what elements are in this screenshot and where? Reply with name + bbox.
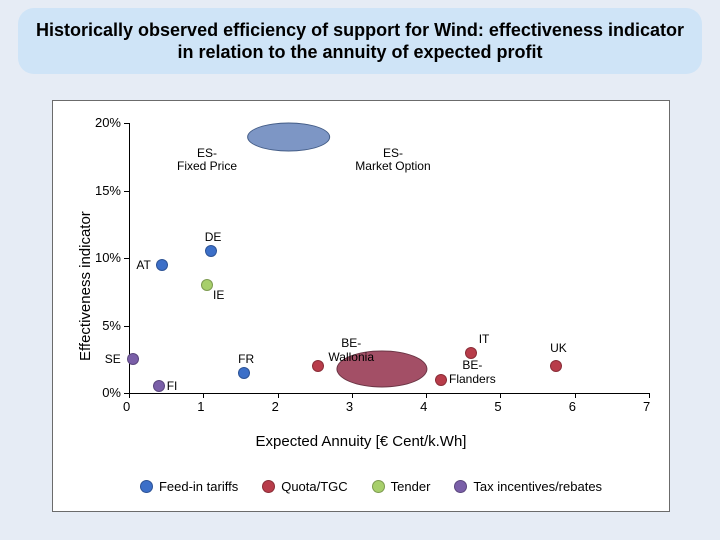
legend-label: Tax incentives/rebates: [473, 479, 602, 494]
circle-icon: [454, 480, 467, 493]
data-point: [205, 245, 217, 257]
data-point-label: IE: [213, 288, 224, 302]
x-tick-label: 5: [494, 399, 501, 414]
x-tick: [426, 393, 427, 398]
data-point: [238, 367, 250, 379]
x-tick-label: 6: [569, 399, 576, 414]
y-tick-label: 20%: [85, 115, 121, 130]
data-point: [127, 353, 139, 365]
y-tick: [124, 123, 129, 124]
data-point: [201, 279, 213, 291]
annotation: ES-Fixed Price: [177, 147, 237, 173]
y-tick-label: 15%: [85, 183, 121, 198]
circle-icon: [262, 480, 275, 493]
x-tick: [278, 393, 279, 398]
y-axis-line: [129, 123, 130, 393]
x-tick-label: 7: [643, 399, 650, 414]
data-point: [153, 380, 165, 392]
x-tick-label: 3: [346, 399, 353, 414]
circle-icon: [140, 480, 153, 493]
legend-item-feedin: Feed-in tariffs: [140, 479, 238, 494]
y-axis-title: Effectiveness indicator: [77, 211, 94, 361]
y-tick-label: 0%: [85, 385, 121, 400]
x-tick-label: 4: [420, 399, 427, 414]
page-title: Historically observed efficiency of supp…: [18, 19, 702, 64]
x-tick-label: 1: [197, 399, 204, 414]
data-point-label: SE: [105, 352, 121, 366]
x-tick-label: 0: [123, 399, 130, 414]
circle-icon: [372, 480, 385, 493]
y-tick: [124, 258, 129, 259]
x-tick: [500, 393, 501, 398]
annotation: ES-Market Option: [355, 147, 430, 173]
legend: Feed-in tariffs Quota/TGC Tender Tax inc…: [83, 475, 659, 497]
legend-item-tender: Tender: [372, 479, 431, 494]
legend-label: Feed-in tariffs: [159, 479, 238, 494]
data-point-label: FI: [167, 379, 178, 393]
legend-label: Tender: [391, 479, 431, 494]
x-tick: [203, 393, 204, 398]
x-tick-label: 2: [272, 399, 279, 414]
data-point-label: IT: [479, 332, 490, 346]
x-tick: [352, 393, 353, 398]
x-axis-line: [129, 393, 649, 394]
legend-item-quota: Quota/TGC: [262, 479, 347, 494]
chart-panel: Effectiveness indicator Expected Annuity…: [52, 100, 670, 512]
x-tick: [575, 393, 576, 398]
y-tick-label: 5%: [85, 318, 121, 333]
y-tick: [124, 326, 129, 327]
data-point: [550, 360, 562, 372]
data-point-label: BE- Wallonia: [328, 336, 374, 364]
data-point-label: AT: [136, 258, 150, 272]
data-point: [312, 360, 324, 372]
y-tick-label: 10%: [85, 250, 121, 265]
data-point-label: UK: [550, 341, 567, 355]
x-tick: [649, 393, 650, 398]
data-point: [465, 347, 477, 359]
legend-label: Quota/TGC: [281, 479, 347, 494]
data-point-label: BE- Flanders: [449, 358, 496, 386]
data-point: [156, 259, 168, 271]
data-point-label: FR: [238, 352, 254, 366]
data-point: [435, 374, 447, 386]
legend-item-tax: Tax incentives/rebates: [454, 479, 602, 494]
y-tick: [124, 191, 129, 192]
data-point-label: DE: [205, 230, 222, 244]
x-tick: [129, 393, 130, 398]
x-axis-title: Expected Annuity [€ Cent/k.Wh]: [53, 433, 669, 450]
cluster-ellipse: [247, 122, 331, 151]
title-banner: Historically observed efficiency of supp…: [18, 8, 702, 74]
